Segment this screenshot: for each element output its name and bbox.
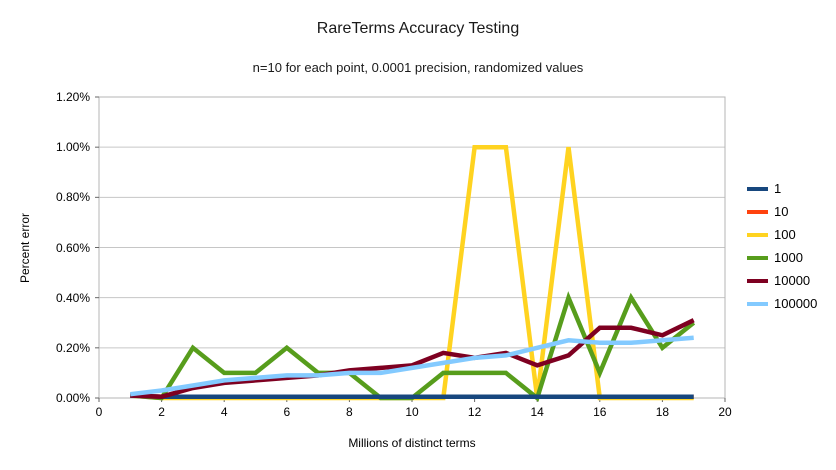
- legend-item-label: 100000: [774, 296, 818, 311]
- legend-swatch-1: [747, 186, 768, 191]
- chart-title: RareTerms Accuracy Testing: [316, 20, 520, 37]
- legend-item-100: 100: [747, 223, 817, 246]
- legend-item-label: 1000: [774, 250, 803, 265]
- legend-item-10000: 10000: [747, 269, 817, 292]
- x-tick-label: 10: [405, 405, 419, 419]
- legend-swatch-100000: [747, 301, 768, 306]
- x-tick-label: 8: [346, 405, 353, 419]
- x-tick-label: 6: [283, 405, 291, 419]
- x-tick-label: 0: [95, 405, 103, 419]
- legend-swatch-100: [747, 232, 768, 237]
- legend-swatch-1000: [747, 255, 768, 260]
- y-tick-label: 0.80%: [55, 190, 90, 205]
- legend-swatch-10000: [747, 278, 768, 283]
- series-line-100000: [130, 335, 694, 397]
- y-tick-label: 0.20%: [55, 340, 90, 355]
- legend-item-label: 10000: [774, 273, 811, 288]
- legend: 1 10 100 1000 10000 100000: [747, 177, 817, 315]
- legend-swatch-10: [747, 209, 768, 214]
- x-tick-label: 20: [718, 405, 732, 419]
- x-tick-label: 16: [593, 405, 607, 419]
- legend-item-label: 10: [774, 204, 789, 219]
- legend-item-1000: 1000: [747, 246, 817, 269]
- y-axis-title: Percent error: [18, 212, 32, 284]
- x-axis-title: Millions of distinct terms: [348, 436, 476, 450]
- series-line-10000: [130, 318, 695, 399]
- legend-item-10: 10: [747, 200, 817, 223]
- x-tick-label: 4: [220, 405, 228, 419]
- legend-item-label: 100: [774, 227, 796, 242]
- legend-item-label: 1: [774, 181, 782, 196]
- series-line-100: [130, 144, 694, 401]
- legend-item-100000: 100000: [747, 292, 817, 315]
- y-tick-label: 0.60%: [55, 240, 90, 255]
- y-tick-label: 1.20%: [55, 90, 90, 104]
- legend-item-1: 1: [747, 177, 817, 200]
- chart-subtitle: n=10 for each point, 0.0001 precision, r…: [252, 60, 584, 75]
- y-tick-label: 1.00%: [55, 140, 90, 155]
- x-tick-label: 12: [467, 405, 482, 419]
- x-tick-label: 18: [655, 405, 670, 419]
- x-tick-label: 14: [530, 405, 544, 419]
- y-tick-label: 0.00%: [55, 391, 90, 405]
- series-line-1: [130, 393, 694, 399]
- x-tick-label: 2: [158, 405, 165, 419]
- y-tick-label: 0.40%: [55, 290, 90, 305]
